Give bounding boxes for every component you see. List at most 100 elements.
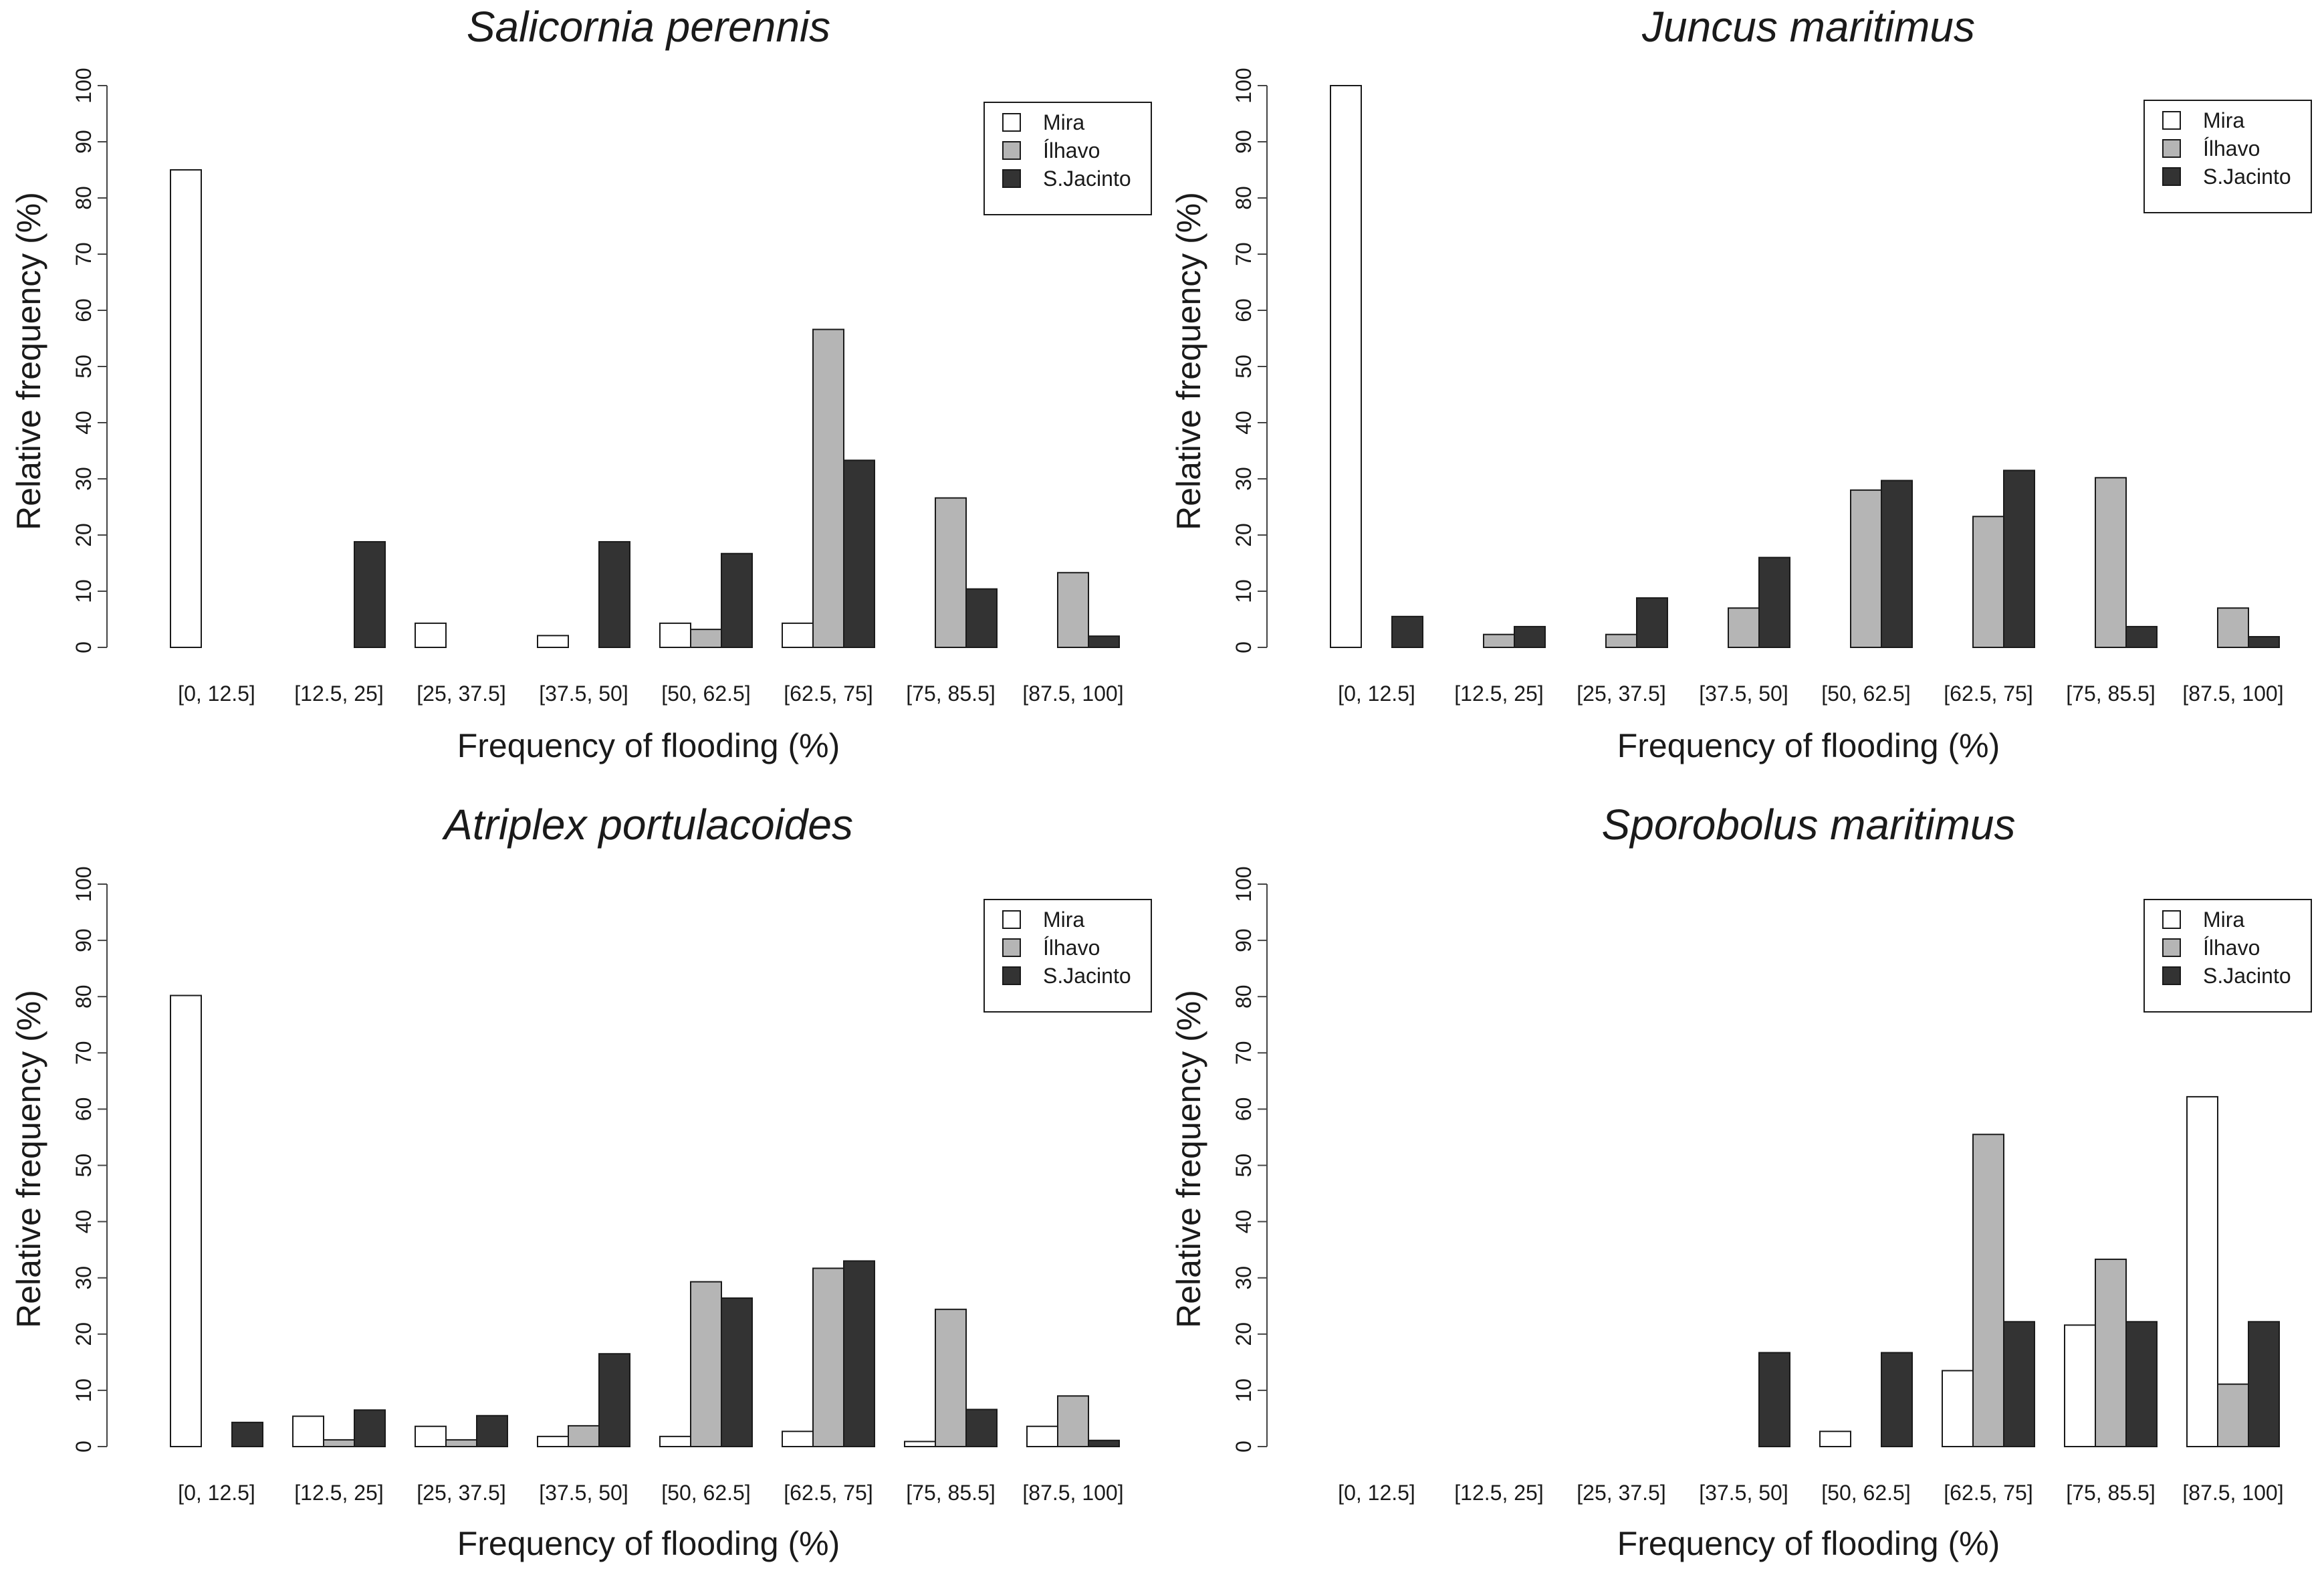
bar: [2217, 607, 2249, 649]
legend-label: Mira: [2203, 908, 2244, 932]
legend-swatch: [2162, 966, 2181, 985]
x-tick-label: [0, 12.5]: [178, 1481, 255, 1505]
bar: [2003, 1321, 2035, 1447]
x-axis-title: Frequency of flooding (%): [1617, 727, 2000, 764]
y-tick-label: 60: [1232, 1097, 1256, 1122]
legend-label: Mira: [1043, 908, 1084, 932]
x-tick-label: [0, 12.5]: [1338, 681, 1415, 706]
y-tick-label: 60: [72, 298, 96, 322]
y-tick-label: 50: [1232, 1154, 1256, 1178]
bar: [415, 1425, 447, 1448]
panel-title: Salicornia perennis: [467, 3, 830, 51]
legend-label: S.Jacinto: [1043, 167, 1131, 191]
x-tick-label: [75, 85.5]: [906, 681, 995, 706]
y-tick-label: 100: [72, 866, 96, 902]
x-tick-label: [37.5, 50]: [1699, 1481, 1788, 1505]
bar: [2248, 1321, 2280, 1447]
bar: [935, 1308, 967, 1448]
y-tick-label: 20: [1232, 1322, 1256, 1346]
bar: [537, 635, 569, 648]
y-tick-label: 20: [72, 1322, 96, 1346]
y-tick-label: 100: [1232, 68, 1256, 103]
x-axis-title: Frequency of flooding (%): [1617, 1525, 2000, 1562]
bar: [2095, 477, 2127, 648]
x-tick-label: [87.5, 100]: [1022, 1481, 1123, 1505]
bar: [2064, 1324, 2096, 1447]
y-tick-label: 50: [72, 1154, 96, 1178]
y-tick-label: 10: [72, 1378, 96, 1402]
bar: [1850, 489, 1882, 648]
bar: [1636, 597, 1668, 649]
y-tick-label: 70: [1232, 1041, 1256, 1065]
y-tick-label: 10: [72, 579, 96, 603]
x-tick-label: [87.5, 100]: [1022, 681, 1123, 706]
legend-label: S.Jacinto: [2203, 964, 2291, 988]
legend-label: Mira: [1043, 110, 1084, 134]
x-tick-label: [75, 85.5]: [906, 1481, 995, 1505]
x-tick-label: [25, 37.5]: [417, 681, 505, 706]
bar: [843, 459, 875, 649]
x-tick-label: [37.5, 50]: [539, 681, 628, 706]
bar: [2125, 625, 2158, 648]
legend-swatch: [1002, 938, 1021, 957]
plot-area: 0 10 20 30 40 50 60 70 80 90 100 [0, 12.5] [12.5, 25…: [1232, 68, 2312, 706]
y-tick-label: 60: [1232, 298, 1256, 322]
y-tick-label: 40: [72, 1210, 96, 1234]
bar: [843, 1260, 875, 1447]
x-tick-label: [37.5, 50]: [539, 1481, 628, 1505]
bar: [1942, 1370, 1974, 1448]
y-tick-label: 10: [1232, 1378, 1256, 1402]
bar: [1057, 1395, 1089, 1448]
y-tick-label: 30: [72, 1266, 96, 1290]
y-tick-label: 90: [1232, 130, 1256, 154]
bar: [1881, 480, 1913, 649]
x-tick-label: [62.5, 75]: [1944, 1481, 2032, 1505]
x-tick-label: [12.5, 25]: [1454, 1481, 1543, 1505]
x-tick-label: [0, 12.5]: [178, 681, 255, 706]
bar: [1728, 607, 1760, 649]
legend-label: S.Jacinto: [2203, 165, 2291, 189]
x-tick-label: [0, 12.5]: [1338, 1481, 1415, 1505]
bar: [2186, 1095, 2218, 1447]
bar: [690, 629, 722, 648]
bar: [659, 622, 691, 649]
bar: [782, 622, 814, 649]
x-tick-label: [87.5, 100]: [2182, 1481, 2283, 1505]
bar: [1758, 556, 1790, 648]
plot-area: 0 10 20 30 40 50 60 70 80 90 100 [0, 12.5] [12.5, 25…: [72, 68, 1152, 706]
legend-label: Mira: [2203, 108, 2244, 132]
bar: [721, 1297, 753, 1447]
y-tick-label: 40: [72, 411, 96, 435]
y-tick-label: 100: [72, 68, 96, 103]
bar: [415, 622, 447, 649]
legend-swatch: [1002, 966, 1021, 985]
panel-title: Atriplex portulacoides: [441, 801, 853, 849]
bar: [1088, 1439, 1120, 1448]
x-tick-label: [75, 85.5]: [2066, 1481, 2155, 1505]
bar: [476, 1414, 508, 1448]
y-tick-label: 70: [1232, 242, 1256, 266]
bar: [2003, 469, 2035, 649]
plot-area: 0 10 20 30 40 50 60 70 80 90 100 [0, 12.5] [12.5, 25…: [1232, 866, 2312, 1505]
y-tick-label: 80: [1232, 186, 1256, 210]
y-tick-label: 60: [72, 1097, 96, 1122]
y-tick-label: 40: [1232, 1210, 1256, 1234]
legend-label: Ílhavo: [1043, 936, 1100, 960]
bar: [965, 1408, 998, 1447]
bar: [1514, 625, 1546, 648]
bar: [1026, 1425, 1058, 1448]
y-tick-label: 50: [1232, 354, 1256, 379]
bar: [1057, 572, 1089, 649]
y-tick-label: 40: [1232, 411, 1256, 435]
y-tick-label: 0: [1232, 641, 1256, 653]
bar: [231, 1421, 263, 1447]
bar: [170, 169, 202, 648]
bar: [1088, 635, 1120, 649]
x-tick-label: [25, 37.5]: [417, 1481, 505, 1505]
y-axis-title: Relative frequency (%): [10, 990, 47, 1328]
legend-label: S.Jacinto: [1043, 964, 1131, 988]
legend-swatch: [1002, 169, 1021, 188]
y-tick-label: 90: [72, 130, 96, 154]
